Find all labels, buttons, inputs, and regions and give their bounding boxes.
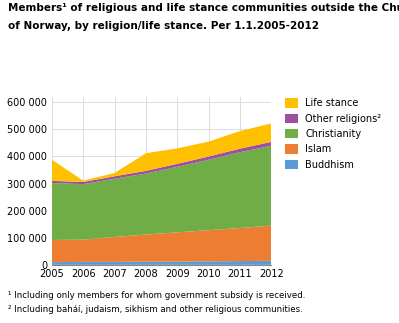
Text: of Norway, by religion/life stance. Per 1.1.2005-2012: of Norway, by religion/life stance. Per … — [8, 21, 319, 31]
Text: ¹ Including only members for whom government subsidy is received.: ¹ Including only members for whom govern… — [8, 291, 305, 300]
Text: Members¹ of religious and life stance communities outside the Church: Members¹ of religious and life stance co… — [8, 3, 399, 13]
Legend: Life stance, Other religions², Christianity, Islam, Buddhism: Life stance, Other religions², Christian… — [285, 99, 381, 170]
Text: ² Including baháí, judaism, sikhism and other religious communities.: ² Including baháí, judaism, sikhism and … — [8, 305, 303, 314]
